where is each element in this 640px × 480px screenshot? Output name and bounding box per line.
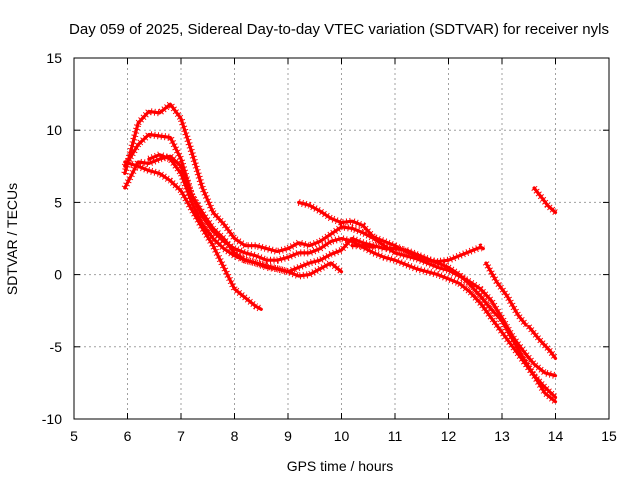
series-line <box>147 153 344 278</box>
x-tick-label: 8 <box>231 428 239 444</box>
y-tick-label: -10 <box>42 411 62 427</box>
y-tick-label: -5 <box>50 339 63 355</box>
series-markers <box>123 158 263 313</box>
x-axis-label: GPS time / hours <box>287 458 394 474</box>
x-tick-label: 14 <box>548 428 564 444</box>
series-markers <box>297 199 485 266</box>
x-tick-label: 9 <box>284 428 292 444</box>
chart-title: Day 059 of 2025, Sidereal Day-to-day VTE… <box>69 21 609 38</box>
series-line <box>532 186 558 215</box>
x-tick-label: 5 <box>70 428 78 444</box>
series-markers <box>352 242 375 251</box>
series-line <box>123 154 558 404</box>
x-tick-label: 12 <box>441 428 457 444</box>
series-markers <box>147 150 344 280</box>
series-day-8 <box>526 324 559 361</box>
y-tick-label: 10 <box>46 122 62 138</box>
series-markers <box>121 130 558 400</box>
tick-layer: 5 6 7 8 9 10 11 12 13 14 15 -10 -5 0 5 10 15 <box>42 50 617 444</box>
series-markers <box>121 99 557 380</box>
series-markers <box>526 324 559 361</box>
series-day-7 <box>482 261 529 328</box>
series-day-5 <box>147 150 344 280</box>
x-tick-label: 13 <box>494 428 510 444</box>
series-line <box>123 160 263 311</box>
x-tick-label: 6 <box>124 428 132 444</box>
series-day-10 <box>350 242 376 251</box>
x-tick-label: 15 <box>601 428 617 444</box>
series-day-4 <box>123 158 263 313</box>
y-tick-label: 5 <box>54 194 62 210</box>
x-tick-label: 7 <box>177 428 185 444</box>
y-tick-label: 15 <box>46 50 62 66</box>
series-day-9 <box>531 185 558 216</box>
series-day-6 <box>297 199 485 266</box>
x-tick-label: 10 <box>334 428 350 444</box>
series-day-3 <box>121 152 558 405</box>
series-markers <box>482 261 529 328</box>
y-axis-label: SDTVAR / TECUs <box>4 183 20 295</box>
series-line <box>123 132 558 399</box>
x-tick-label: 11 <box>388 428 403 444</box>
series-day-2 <box>121 130 558 400</box>
series-layer <box>121 99 559 405</box>
series-day-1 <box>121 99 558 380</box>
y-tick-label: 0 <box>54 267 62 283</box>
